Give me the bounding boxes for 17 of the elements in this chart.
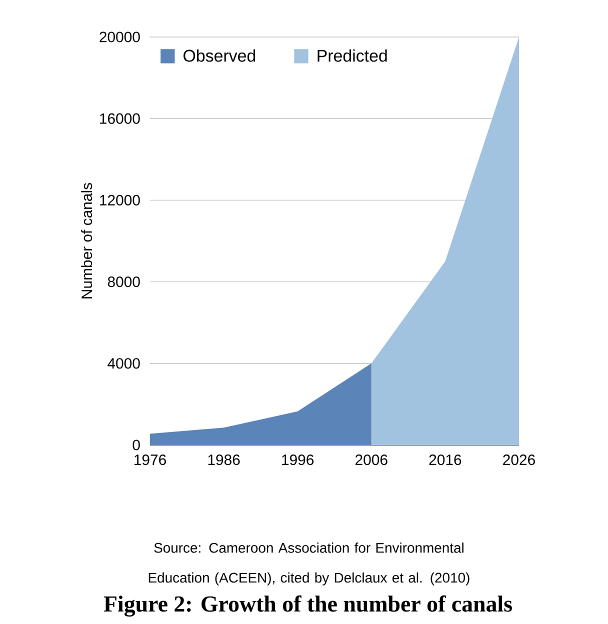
x-tick-label: 1976 [134,454,166,466]
x-tick-label: 2006 [356,454,388,466]
y-axis-title: Number of canals [81,183,92,298]
y-tick-label: 20000 [100,32,140,42]
legend-label: Predicted [318,49,387,62]
y-tick-label: 4000 [108,358,140,369]
y-tick-label: 0 [132,440,140,450]
text: Source: Cameroon Association for Environmental Education (ACEEN), cited by Delclaux et al. (2010) [148,542,470,586]
x-tick-label: 1986 [208,454,240,466]
text: Figure 2: Growth of the number of canals [104,595,512,617]
x-tick-label: 2016 [429,454,462,466]
y-tick-label: 16000 [100,113,140,124]
y-tick-label: 8000 [108,276,140,288]
x-tick-label: 1996 [282,454,314,466]
y-tick-label: 12000 [100,194,140,206]
x-tick-label: 2026 [503,454,535,466]
legend-label: Observed [184,49,256,62]
